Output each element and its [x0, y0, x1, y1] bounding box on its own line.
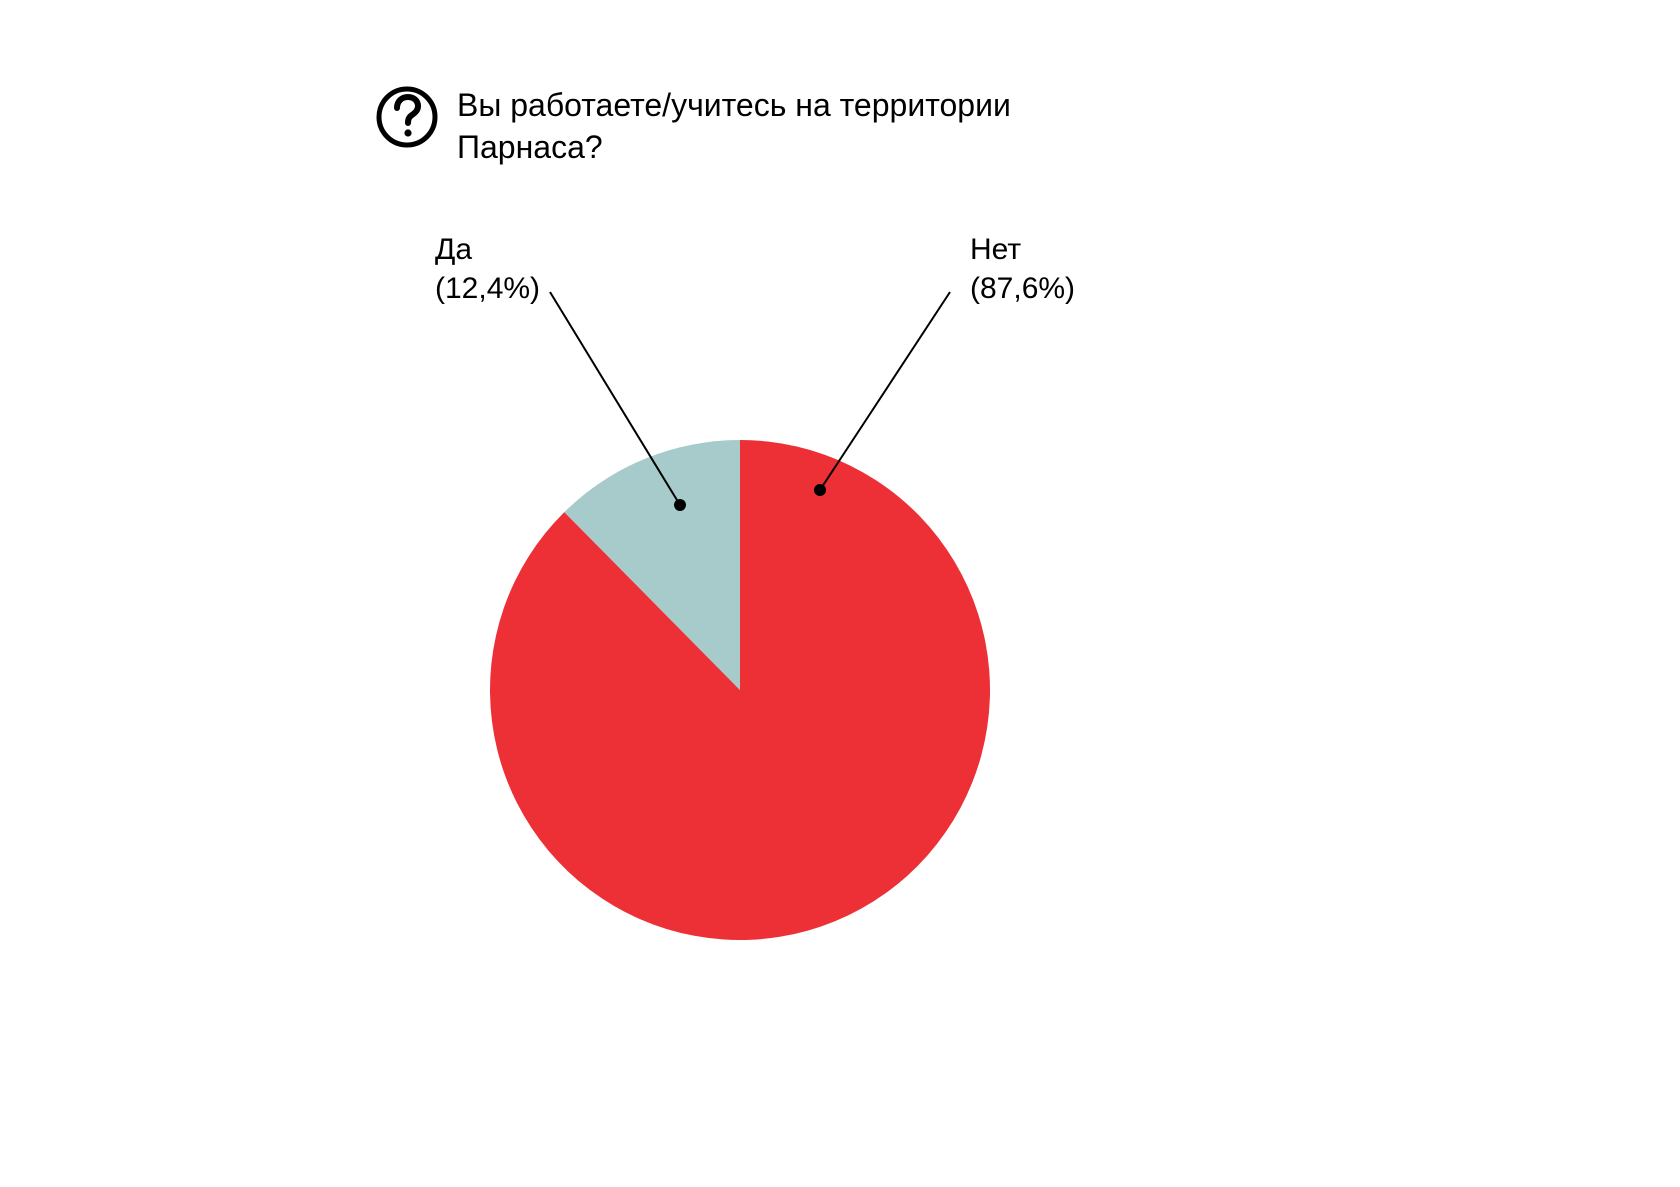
question-title: Вы работаете/учитесь на территории Парна… — [457, 85, 1107, 168]
slice-label-no: Нет (87,6%) — [970, 230, 1075, 308]
question-mark-icon — [375, 85, 439, 154]
slice-label-yes: Да (12,4%) — [435, 230, 540, 308]
leader-dot-no — [814, 484, 826, 496]
header: Вы работаете/учитесь на территории Парна… — [375, 85, 1107, 168]
leader-line-yes — [550, 292, 680, 505]
slice-label-no-text: Нет — [970, 230, 1075, 269]
slice-label-yes-text: Да — [435, 230, 540, 269]
slice-label-yes-percent: (12,4%) — [435, 269, 540, 308]
pie-chart: Да (12,4%) Нет (87,6%) — [340, 230, 1160, 1010]
leader-dot-yes — [674, 499, 686, 511]
leader-line-no — [820, 292, 950, 490]
slice-label-no-percent: (87,6%) — [970, 269, 1075, 308]
page: Вы работаете/учитесь на территории Парна… — [0, 0, 1680, 1187]
